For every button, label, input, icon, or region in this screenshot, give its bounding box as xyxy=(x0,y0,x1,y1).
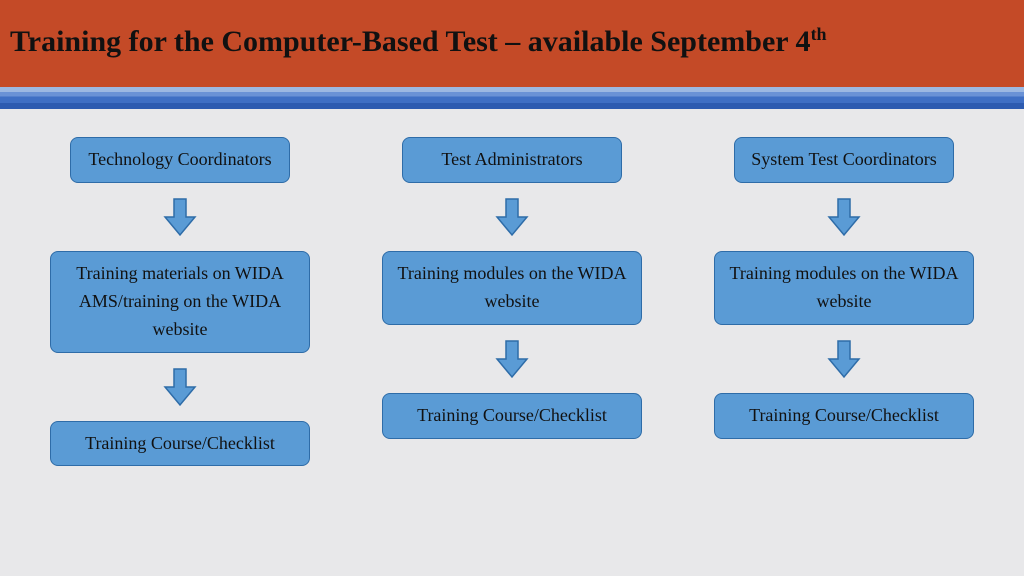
title-sup: th xyxy=(811,24,827,44)
flow-arrow-icon xyxy=(163,197,197,237)
flowchart: Technology Coordinators Training materia… xyxy=(0,109,1024,466)
materials-node: Training modules on the WIDA website xyxy=(714,251,974,325)
role-node: Technology Coordinators xyxy=(70,137,290,183)
flow-arrow-icon xyxy=(495,339,529,379)
checklist-node: Training Course/Checklist xyxy=(382,393,642,439)
flow-arrow-icon xyxy=(163,367,197,407)
flow-arrow-icon xyxy=(827,339,861,379)
divider-band xyxy=(0,87,1024,109)
slide-header: Training for the Computer-Based Test – a… xyxy=(0,0,1024,87)
role-node: System Test Coordinators xyxy=(734,137,954,183)
checklist-node: Training Course/Checklist xyxy=(714,393,974,439)
materials-node: Training modules on the WIDA website xyxy=(382,251,642,325)
flow-arrow-icon xyxy=(827,197,861,237)
page-title: Training for the Computer-Based Test – a… xyxy=(10,24,1014,59)
flow-arrow-icon xyxy=(495,197,529,237)
flow-column-1: Technology Coordinators Training materia… xyxy=(30,137,330,466)
title-main: Training for the Computer-Based Test – a… xyxy=(10,25,811,58)
flow-column-3: System Test Coordinators Training module… xyxy=(694,137,994,466)
flow-column-2: Test Administrators Training modules on … xyxy=(362,137,662,466)
materials-node: Training materials on WIDA AMS/training … xyxy=(50,251,310,353)
checklist-node: Training Course/Checklist xyxy=(50,421,310,467)
role-node: Test Administrators xyxy=(402,137,622,183)
